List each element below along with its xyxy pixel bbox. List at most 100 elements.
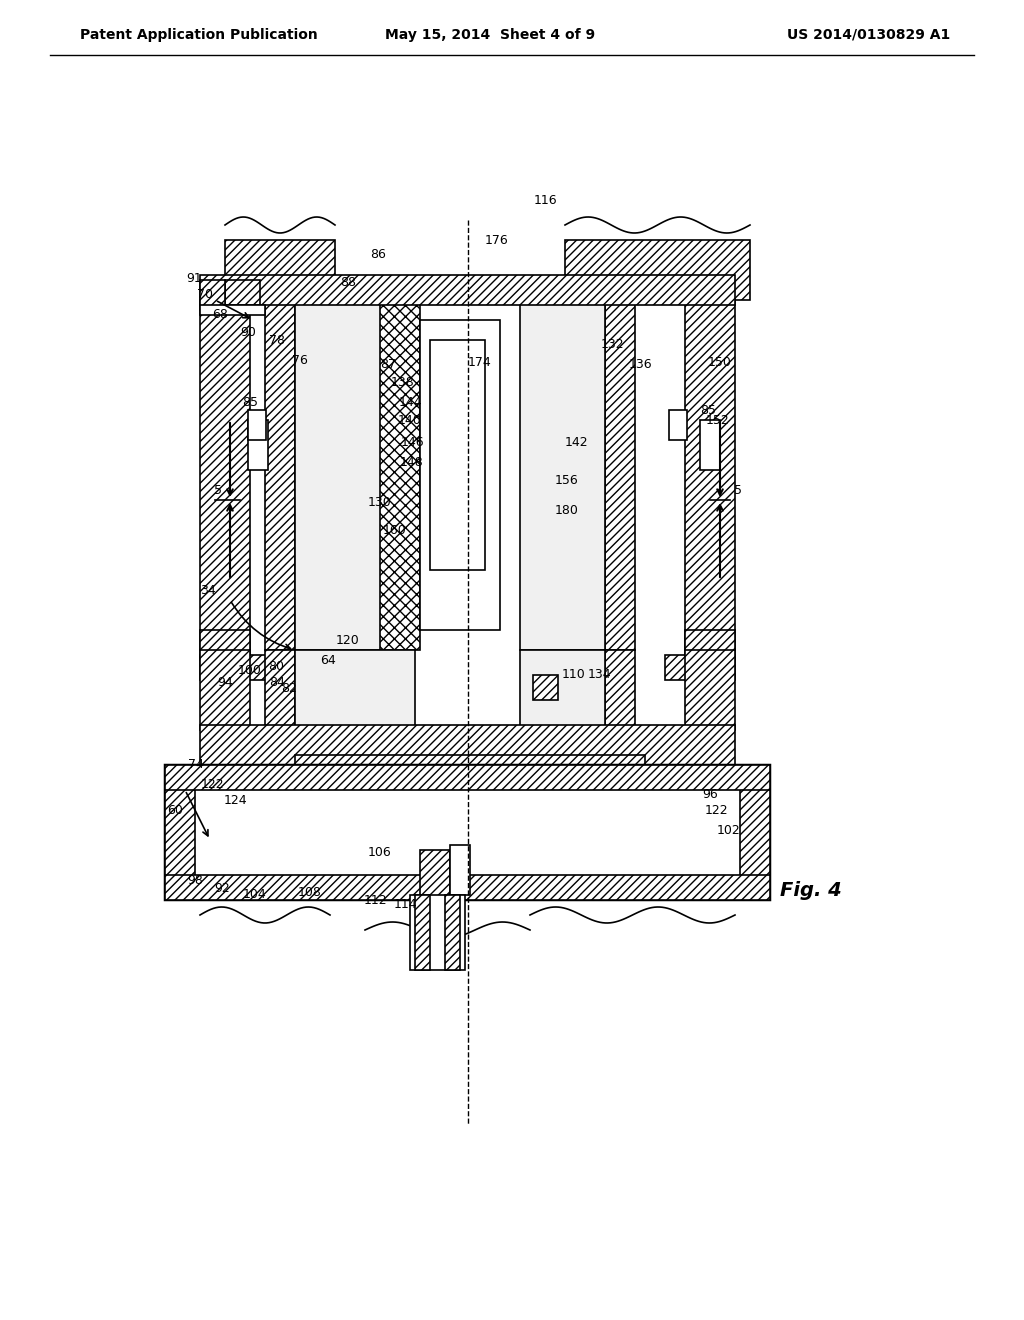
Text: US 2014/0130829 A1: US 2014/0130829 A1 — [786, 28, 950, 42]
Text: 112: 112 — [364, 894, 387, 907]
Bar — [700, 420, 720, 470]
Bar — [445, 895, 460, 970]
Bar — [410, 895, 465, 970]
Text: 85: 85 — [700, 404, 716, 417]
Text: 91: 91 — [186, 272, 202, 285]
Bar — [200, 655, 270, 680]
Text: 108: 108 — [298, 886, 322, 899]
Bar — [380, 300, 420, 649]
Text: 82: 82 — [281, 681, 297, 694]
Bar — [450, 845, 470, 895]
Bar — [430, 341, 485, 570]
Text: Fig. 4: Fig. 4 — [780, 880, 842, 899]
Text: 110: 110 — [562, 668, 586, 681]
Text: 70: 70 — [197, 289, 213, 301]
Bar — [200, 275, 735, 305]
Bar — [420, 319, 500, 630]
Text: Patent Application Publication: Patent Application Publication — [80, 28, 317, 42]
Bar — [295, 755, 645, 780]
Text: 64: 64 — [321, 653, 336, 667]
Text: 142: 142 — [564, 436, 588, 449]
Text: 140: 140 — [398, 413, 422, 426]
Bar — [534, 675, 558, 700]
Text: 68: 68 — [212, 309, 228, 322]
Bar — [265, 649, 295, 730]
Text: 114: 114 — [393, 899, 417, 912]
Bar — [420, 850, 450, 900]
Bar — [415, 895, 430, 970]
Text: 87: 87 — [380, 359, 396, 371]
Text: 148: 148 — [400, 455, 424, 469]
Text: 88: 88 — [340, 276, 356, 289]
Bar — [265, 300, 295, 649]
Bar — [669, 411, 687, 440]
Bar — [520, 649, 605, 730]
Bar — [605, 300, 635, 649]
Text: 138: 138 — [391, 375, 415, 388]
Bar — [200, 300, 250, 649]
Bar — [685, 630, 735, 660]
Text: 122: 122 — [705, 804, 728, 817]
Bar — [565, 240, 750, 300]
Text: 60: 60 — [167, 804, 183, 817]
Bar — [165, 766, 770, 789]
Text: 34: 34 — [200, 583, 216, 597]
Text: 94: 94 — [217, 676, 232, 689]
Text: 5: 5 — [734, 483, 742, 496]
Text: 76: 76 — [292, 354, 308, 367]
Bar — [295, 300, 415, 649]
Text: 134: 134 — [587, 668, 610, 681]
Text: 152: 152 — [707, 413, 730, 426]
Text: 156: 156 — [555, 474, 579, 487]
Bar — [248, 420, 268, 470]
Bar — [165, 766, 770, 900]
Bar — [248, 411, 266, 440]
Text: 132: 132 — [600, 338, 624, 351]
Text: 85: 85 — [242, 396, 258, 408]
Bar — [685, 649, 735, 730]
Text: 120: 120 — [336, 634, 359, 647]
Text: 130: 130 — [368, 495, 392, 508]
Text: 106: 106 — [368, 846, 392, 858]
Bar — [665, 655, 735, 680]
Text: 116: 116 — [534, 194, 557, 206]
Text: 150: 150 — [708, 355, 732, 368]
Text: 92: 92 — [214, 882, 229, 895]
Bar — [200, 725, 735, 766]
Text: 90: 90 — [240, 326, 256, 338]
Text: 176: 176 — [485, 234, 509, 247]
Text: 84: 84 — [269, 676, 285, 689]
Bar — [605, 649, 635, 730]
Text: 86: 86 — [370, 248, 386, 261]
Text: 160: 160 — [383, 524, 407, 536]
Bar — [740, 766, 770, 900]
Text: 146: 146 — [400, 436, 424, 449]
Text: 78: 78 — [269, 334, 285, 346]
Bar — [225, 240, 335, 300]
Text: 104: 104 — [243, 888, 267, 902]
Text: 5: 5 — [214, 483, 222, 496]
Text: 124: 124 — [223, 793, 247, 807]
Text: 180: 180 — [555, 503, 579, 516]
Text: 74: 74 — [188, 758, 204, 771]
Text: 96: 96 — [702, 788, 718, 801]
Text: 100: 100 — [238, 664, 262, 676]
Bar — [295, 649, 415, 730]
Bar — [165, 766, 195, 900]
Bar — [200, 305, 265, 315]
Text: May 15, 2014  Sheet 4 of 9: May 15, 2014 Sheet 4 of 9 — [385, 28, 595, 42]
Text: 122: 122 — [200, 779, 224, 792]
Text: 98: 98 — [187, 874, 203, 887]
Bar — [520, 300, 605, 649]
Bar — [225, 280, 260, 305]
Bar — [200, 649, 250, 730]
Bar — [165, 875, 770, 900]
Text: 102: 102 — [717, 824, 741, 837]
Text: 174: 174 — [468, 355, 492, 368]
Bar — [685, 300, 735, 649]
Bar — [200, 280, 225, 310]
Text: 144: 144 — [398, 396, 422, 408]
Text: 136: 136 — [628, 359, 652, 371]
Text: 80: 80 — [268, 660, 284, 673]
Bar — [200, 630, 250, 660]
